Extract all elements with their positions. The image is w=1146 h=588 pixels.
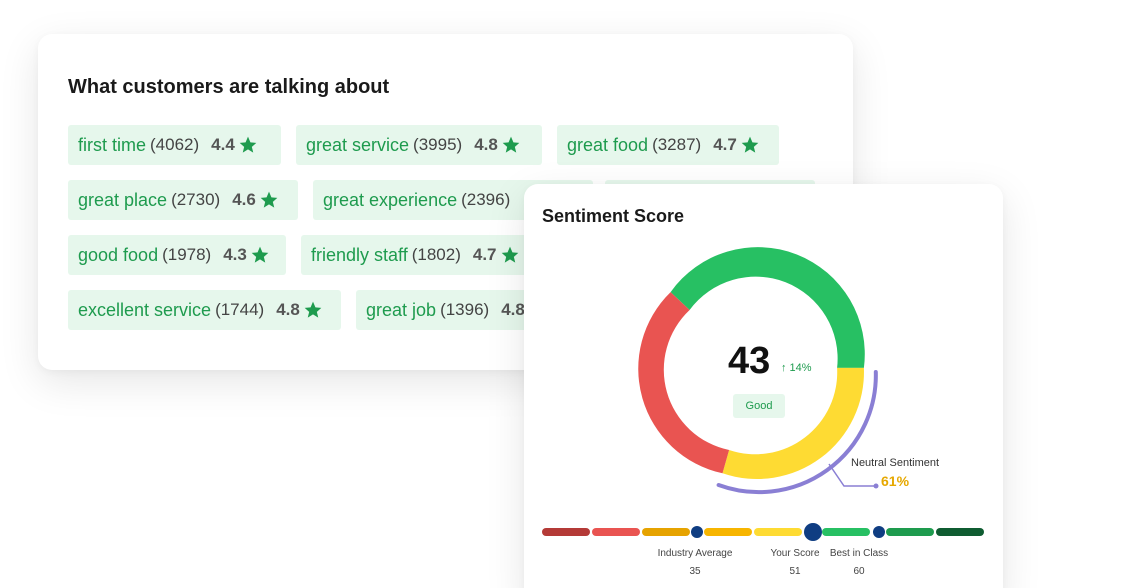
topic-count: (1396) xyxy=(440,300,490,319)
scale-segment xyxy=(886,528,934,536)
neutral-sentiment-dot xyxy=(873,483,879,489)
status-badge: Good xyxy=(733,394,785,418)
scale-label-best-in-class: Best in Class xyxy=(829,548,889,559)
topic-rating: 4.8 xyxy=(474,135,498,154)
topic-count: (3995) xyxy=(413,135,463,154)
topic-chip-excellent-service[interactable]: excellent service (1744) 4.8 xyxy=(68,290,341,330)
gauge-segment-green xyxy=(670,247,865,368)
topic-label: great job xyxy=(366,299,437,320)
topic-count: (3287) xyxy=(652,135,702,154)
topic-chip-good-food[interactable]: good food (1978) 4.3 xyxy=(68,235,286,275)
topic-count: (4062) xyxy=(150,135,200,154)
gauge-segment-yellow xyxy=(722,367,864,480)
topic-label: great food xyxy=(567,134,649,155)
scale-value-best-in-class: 60 xyxy=(853,566,865,577)
scale-label-industry-average: Industry Average xyxy=(657,548,733,559)
your-score-marker xyxy=(804,523,822,541)
sentiment-score-value: 43 xyxy=(728,340,771,382)
topic-rating: 4.7 xyxy=(472,245,497,264)
scale-segment xyxy=(592,528,640,536)
topic-rating: 4.4 xyxy=(211,135,235,154)
neutral-sentiment-value: 61% xyxy=(881,473,910,489)
topic-count: (1744) xyxy=(215,300,265,319)
scale-segment xyxy=(642,528,690,536)
scale-value-industry-average: 35 xyxy=(689,566,701,577)
scale-value-your-score: 51 xyxy=(789,566,801,577)
scale-segment xyxy=(542,528,590,536)
star-icon xyxy=(239,136,257,153)
gauge-segment-red xyxy=(638,292,730,474)
topic-label: excellent service xyxy=(78,299,212,320)
topic-label: first time xyxy=(78,134,147,155)
topics-title: What customers are talking about xyxy=(68,76,390,98)
neutral-sentiment-leader xyxy=(828,463,874,487)
score-delta: ↑ 14% xyxy=(781,362,812,374)
topic-rating: 4.3 xyxy=(223,245,247,264)
topic-label: great place xyxy=(78,189,168,210)
topic-count: (2396) xyxy=(461,190,511,209)
topic-label: friendly staff xyxy=(311,244,408,265)
industry-average-marker xyxy=(691,526,703,538)
topic-chip-great-place[interactable]: great place (2730) 4.6 xyxy=(68,180,298,220)
sentiment-title: Sentiment Score xyxy=(542,206,685,226)
topic-rating: 4.6 xyxy=(232,190,256,209)
star-icon xyxy=(741,136,759,153)
star-icon xyxy=(260,191,278,208)
topic-rating: 4.8 xyxy=(501,300,525,319)
star-icon xyxy=(304,301,322,318)
scale-segment xyxy=(822,528,870,536)
topic-chip-friendly-staff[interactable]: friendly staff (1802) 4.7 xyxy=(301,235,561,275)
sentiment-gauge xyxy=(638,247,879,495)
topic-count: (2730) xyxy=(171,190,221,209)
topic-count: (1978) xyxy=(162,245,212,264)
star-icon xyxy=(251,246,269,263)
scale-segment xyxy=(704,528,752,536)
neutral-sentiment-arc xyxy=(716,370,878,495)
topic-label: good food xyxy=(78,244,159,265)
topic-chip-first-time[interactable]: first time (4062) 4.4 xyxy=(68,125,281,165)
star-icon xyxy=(502,136,520,153)
neutral-sentiment-label: Neutral Sentiment xyxy=(851,457,940,469)
topic-count: (1802) xyxy=(411,245,461,264)
scale-segment xyxy=(754,528,802,536)
scale-label-your-score: Your Score xyxy=(770,548,820,559)
topic-chip-great-service[interactable]: great service (3995) 4.8 xyxy=(296,125,542,165)
topic-chip-great-food[interactable]: great food (3287) 4.7 xyxy=(557,125,779,165)
sentiment-card: Sentiment Score 43 ↑ 14% Good Neutral Se… xyxy=(524,184,1003,588)
scale-segment xyxy=(936,528,984,536)
topic-rating: 4.8 xyxy=(276,300,300,319)
topic-rating: 4.7 xyxy=(713,135,737,154)
topic-label: great experience xyxy=(323,189,458,210)
best-in-class-marker xyxy=(873,526,885,538)
topic-label: great service xyxy=(306,134,410,155)
star-icon xyxy=(501,246,518,263)
